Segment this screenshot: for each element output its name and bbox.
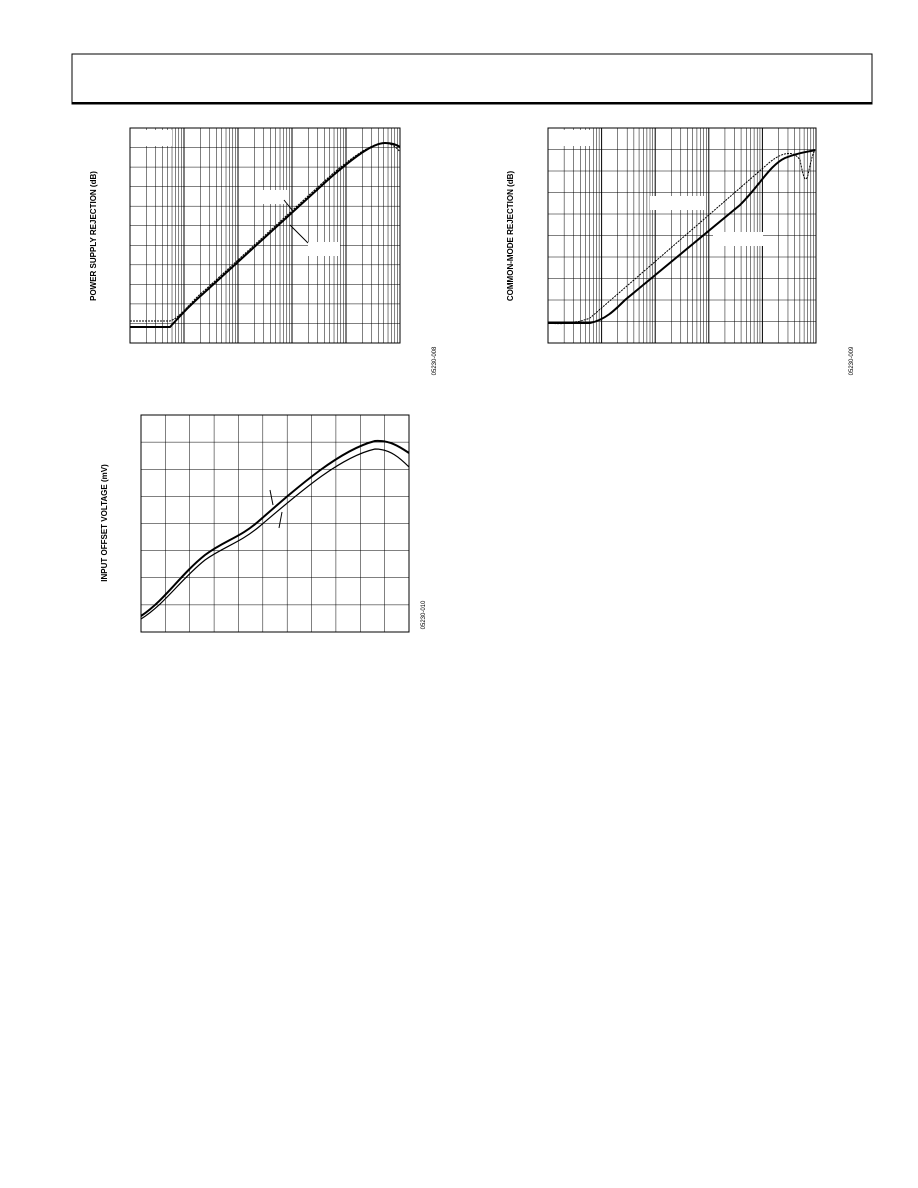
curve-solid [130, 141, 401, 328]
pointer [289, 224, 309, 244]
curve-solid [548, 149, 816, 324]
legend-box [560, 130, 590, 146]
legend-box [258, 190, 288, 204]
curve-lower [140, 448, 410, 620]
legend-box [713, 232, 763, 246]
y-axis-label: COMMON-MODE REJECTION (dB) [506, 171, 515, 302]
grids [129, 127, 817, 633]
pointer [269, 489, 274, 506]
legend-box [308, 242, 340, 256]
pointer [278, 511, 283, 529]
legend-box [650, 196, 705, 210]
figure-id: 05230-008 [432, 346, 438, 375]
curve-dashed [547, 149, 816, 325]
curve-dashed [130, 142, 401, 322]
figure-id: 05230-009 [849, 346, 855, 375]
header-box [71, 53, 873, 105]
legend-box [140, 130, 172, 146]
curve-upper [140, 439, 410, 617]
y-axis-label: POWER SUPPLY REJECTION (dB) [89, 171, 98, 301]
y-axis-label: INPUT OFFSET VOLTAGE (mV) [100, 464, 109, 582]
figure-id: 05230-010 [421, 600, 427, 629]
pointer [283, 199, 293, 211]
